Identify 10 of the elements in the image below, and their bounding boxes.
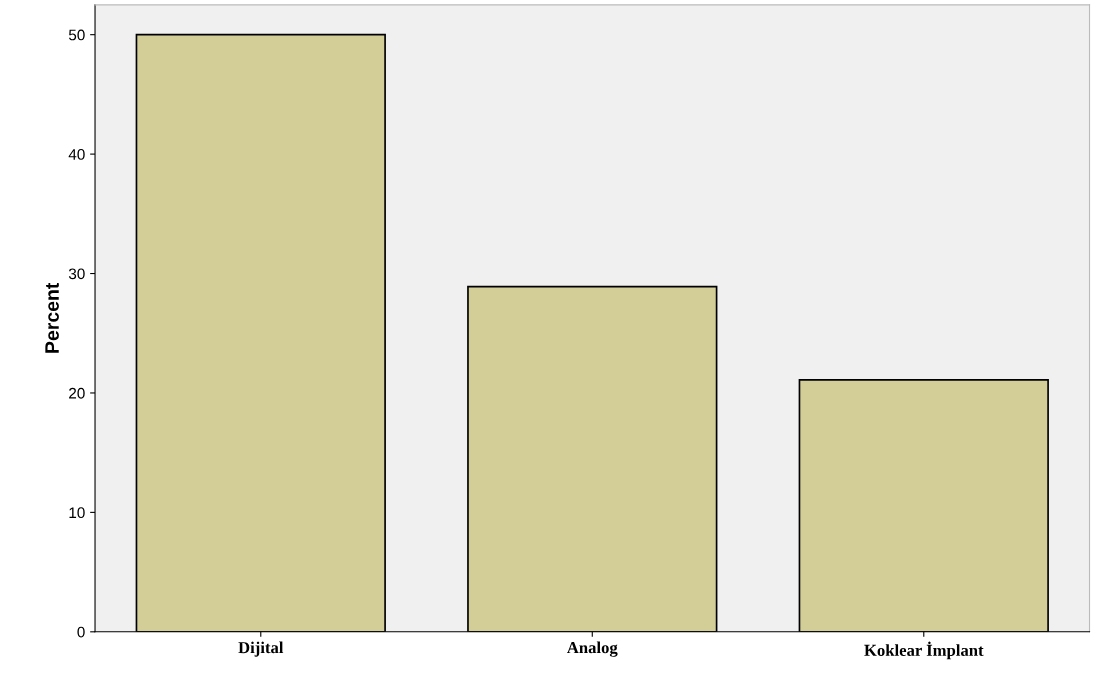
y-tick-label: 30 (68, 268, 85, 280)
y-tick-label: 20 (69, 387, 85, 399)
y-axis-title: Percent (45, 282, 59, 353)
x-tick-label: Analog (566, 641, 618, 657)
x-tick-label: Dijital (238, 641, 284, 657)
y-tick-label: 0 (77, 626, 85, 638)
y-tick-label: 40 (68, 148, 85, 160)
x-tick-label: Koklear İmplant (864, 641, 984, 660)
y-tick-label: 50 (68, 29, 85, 41)
y-tick-label: 10 (69, 507, 85, 519)
